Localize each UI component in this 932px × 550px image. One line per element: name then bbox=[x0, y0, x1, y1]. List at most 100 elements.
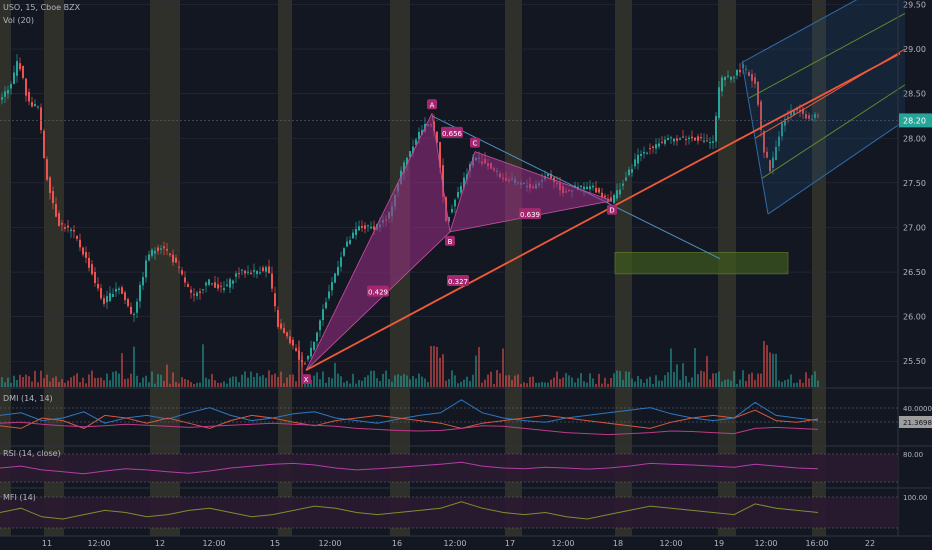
volume-bar bbox=[115, 371, 117, 387]
volume-bar bbox=[316, 372, 318, 387]
indicator-series-line bbox=[0, 461, 819, 475]
candle-body bbox=[82, 247, 84, 255]
volume-bar bbox=[352, 373, 354, 387]
volume-bar bbox=[586, 382, 588, 387]
candle-body bbox=[34, 104, 36, 107]
candle-body bbox=[613, 195, 615, 204]
candle-body bbox=[352, 232, 354, 239]
volume-bar bbox=[97, 377, 99, 387]
candle-body bbox=[52, 191, 54, 204]
candle-body bbox=[142, 277, 144, 286]
candle-body bbox=[718, 87, 720, 118]
volume-bar bbox=[778, 380, 780, 387]
volume-bar bbox=[730, 380, 732, 387]
volume-bar bbox=[613, 373, 615, 387]
volume-bar bbox=[253, 377, 255, 387]
volume-bar bbox=[691, 377, 693, 387]
volume-bar bbox=[592, 378, 594, 387]
volume-bar bbox=[76, 373, 78, 387]
candle-body bbox=[244, 270, 246, 274]
candle-body bbox=[724, 77, 726, 80]
volume-bar bbox=[610, 377, 612, 387]
volume-bar bbox=[205, 377, 207, 387]
candle-body bbox=[97, 284, 99, 289]
volume-bar bbox=[514, 375, 516, 387]
volume-bar bbox=[541, 381, 543, 387]
volume-bar bbox=[298, 340, 300, 387]
candle-body bbox=[346, 241, 348, 247]
harmonic-leg bbox=[305, 113, 433, 371]
candle-body bbox=[73, 229, 75, 232]
volume-bar bbox=[43, 378, 45, 387]
volume-bar bbox=[295, 381, 297, 387]
volume-bar bbox=[511, 379, 513, 387]
candle-body bbox=[805, 114, 807, 119]
dmi-indicator-label[interactable]: DMI (14, 14) bbox=[3, 394, 53, 403]
candle-body bbox=[664, 139, 666, 144]
candle-body bbox=[19, 63, 21, 70]
volume-bar bbox=[658, 380, 660, 387]
volume-bar bbox=[505, 375, 507, 387]
session-band bbox=[150, 0, 180, 536]
volume-bar bbox=[628, 371, 630, 387]
volume-bar bbox=[313, 375, 315, 387]
candle-body bbox=[811, 119, 813, 121]
volume-bar bbox=[88, 374, 90, 387]
volume-bar bbox=[643, 382, 645, 387]
candle-body bbox=[211, 283, 213, 285]
candle-body bbox=[139, 284, 141, 302]
volume-bar bbox=[16, 380, 18, 387]
volume-bar bbox=[664, 375, 666, 387]
candle-body bbox=[175, 257, 177, 263]
candle-body bbox=[604, 195, 606, 198]
volume-bar bbox=[268, 370, 270, 387]
symbol-title[interactable]: USO, 15, Cboe BZX bbox=[3, 3, 81, 12]
candle-body bbox=[202, 289, 204, 291]
candle-body bbox=[778, 136, 780, 147]
volume-bar bbox=[616, 370, 618, 387]
volume-bar bbox=[814, 371, 816, 387]
candle-body bbox=[679, 138, 681, 140]
volume-indicator-label[interactable]: Vol (20) bbox=[3, 16, 34, 25]
volume-bar bbox=[811, 375, 813, 387]
candle-body bbox=[649, 148, 651, 150]
volume-bar bbox=[346, 380, 348, 387]
volume-bar bbox=[715, 373, 717, 387]
time-axis-tick: 12:00 bbox=[87, 539, 110, 548]
volume-bar bbox=[160, 374, 162, 387]
candle-body bbox=[148, 254, 150, 261]
volume-bar bbox=[538, 382, 540, 387]
ratio-badge bbox=[519, 208, 541, 220]
volume-bar bbox=[595, 383, 597, 387]
volume-bar bbox=[337, 373, 339, 387]
volume-bar bbox=[202, 344, 204, 387]
mfi-indicator-label[interactable]: MFI (14) bbox=[3, 493, 36, 502]
candle-body bbox=[745, 68, 747, 70]
candle-body bbox=[451, 208, 453, 213]
candle-body bbox=[328, 291, 330, 299]
volume-bar bbox=[469, 380, 471, 387]
candle-body bbox=[403, 162, 405, 174]
volume-bar bbox=[244, 371, 246, 387]
candle-body bbox=[49, 177, 51, 193]
volume-bar bbox=[463, 379, 465, 387]
harmonic-leg bbox=[474, 151, 613, 202]
candle-body bbox=[370, 226, 372, 229]
candle-body bbox=[796, 108, 798, 111]
candle-body bbox=[178, 266, 180, 268]
volume-bar bbox=[448, 379, 450, 387]
time-axis-tick: 16 bbox=[392, 539, 402, 548]
candle-body bbox=[700, 137, 702, 139]
volume-bar bbox=[187, 379, 189, 387]
candle-body bbox=[241, 269, 243, 271]
volume-bar bbox=[232, 376, 234, 387]
harmonic-leg bbox=[431, 113, 451, 232]
volume-bar bbox=[241, 374, 243, 387]
candle-body bbox=[229, 279, 231, 288]
volume-bar bbox=[388, 379, 390, 387]
candle-body bbox=[208, 279, 210, 285]
rsi-indicator-label[interactable]: RSI (14, close) bbox=[3, 449, 61, 458]
volume-bar bbox=[409, 379, 411, 387]
volume-bar bbox=[487, 374, 489, 387]
